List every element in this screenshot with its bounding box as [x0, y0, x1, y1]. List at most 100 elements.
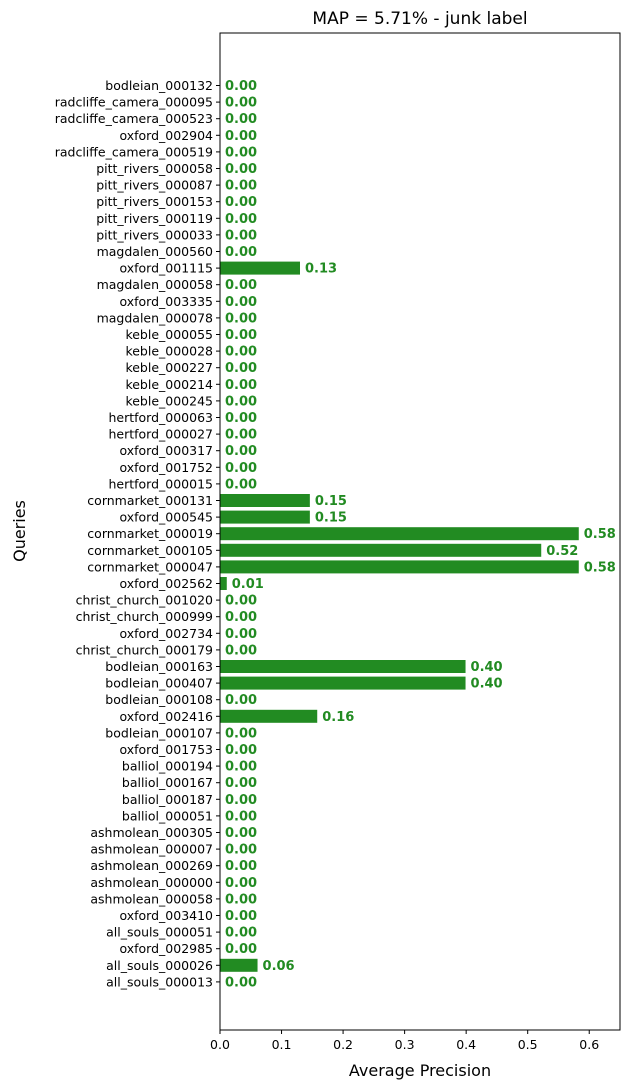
y-tick-label: all_souls_000013 — [106, 974, 213, 989]
y-tick-label: keble_000245 — [125, 393, 213, 408]
y-tick-label: ashmolean_000007 — [90, 842, 213, 857]
bar-value-label: 0.00 — [225, 776, 257, 791]
bar-value-label: 0.00 — [225, 760, 257, 775]
y-tick-label: keble_000214 — [125, 377, 213, 392]
bar-value-label: 0.00 — [225, 162, 257, 177]
y-tick-label: hertford_000027 — [108, 427, 213, 442]
y-tick-label: oxford_000545 — [119, 510, 213, 525]
bar-value-label: 0.00 — [225, 643, 257, 658]
y-tick-label: cornmarket_000047 — [87, 559, 213, 574]
bar-value-label: 0.01 — [232, 577, 264, 592]
bar-value-label: 0.00 — [225, 693, 257, 708]
bar-value-label: 0.40 — [471, 677, 503, 692]
bar-value-label: 0.06 — [263, 959, 295, 974]
y-tick-label: oxford_001115 — [119, 261, 213, 276]
y-tick-label: pitt_rivers_000087 — [96, 178, 213, 193]
y-tick-label: ashmolean_000058 — [90, 891, 213, 906]
bar-value-label: 0.15 — [315, 494, 347, 509]
bar-value-label: 0.00 — [225, 594, 257, 609]
bar-value-label: 0.00 — [225, 876, 257, 891]
y-tick-label: magdalen_000058 — [97, 277, 213, 292]
y-tick-label: magdalen_000078 — [97, 310, 213, 325]
x-tick-label: 0.4 — [456, 1037, 476, 1052]
y-tick-label: balliol_000194 — [122, 759, 213, 774]
x-tick-label: 0.3 — [395, 1037, 415, 1052]
y-tick-label: bodleian_000163 — [105, 659, 213, 674]
y-tick-label: all_souls_000051 — [106, 925, 213, 940]
y-tick-label: radcliffe_camera_000519 — [55, 144, 213, 159]
y-tick-label: cornmarket_000105 — [87, 543, 213, 558]
bar-value-label: 0.00 — [225, 843, 257, 858]
bar — [220, 543, 542, 557]
y-tick-label: keble_000055 — [125, 327, 213, 342]
y-tick-label: bodleian_000108 — [105, 692, 213, 707]
y-tick-label: bodleian_000107 — [105, 725, 213, 740]
bar-value-label: 0.16 — [322, 710, 354, 725]
y-tick-label: pitt_rivers_000058 — [96, 161, 213, 176]
bar-value-label: 0.00 — [225, 311, 257, 326]
y-axis-label: Queries — [10, 500, 29, 562]
bar-value-label: 0.00 — [225, 627, 257, 642]
bar — [220, 676, 466, 690]
y-tick-labels: bodleian_000132 radcliffe_camera_000095ra… — [55, 78, 220, 989]
bar — [220, 660, 466, 673]
x-ticks: 0.0 0.1 0.2 0.3 0.4 0.5 0.6 — [210, 1030, 599, 1052]
bar-value-label: 0.00 — [225, 228, 257, 243]
bar-value-label: 0.00 — [225, 278, 257, 293]
bar-value-label: 0.00 — [225, 179, 257, 194]
bar-value-label: 0.00 — [225, 975, 257, 990]
bar-value-label: 0.00 — [225, 743, 257, 758]
bar-value-label: 0.00 — [225, 809, 257, 824]
bar — [220, 958, 258, 972]
y-tick-label: ashmolean_000305 — [90, 825, 213, 840]
y-tick-label: keble_000227 — [125, 360, 213, 375]
bar-value-label: 0.00 — [225, 378, 257, 393]
bar — [220, 261, 300, 275]
bar-value-label: 0.00 — [225, 295, 257, 310]
y-tick-label: hertford_000063 — [108, 410, 213, 425]
y-tick-label: pitt_rivers_000033 — [96, 227, 213, 242]
x-tick-label: 0.0 — [210, 1037, 230, 1052]
bar-value-label: 0.00 — [225, 145, 257, 160]
y-tick-label: balliol_000187 — [122, 792, 213, 807]
bar-value-label: 0.00 — [225, 212, 257, 227]
bar-value-label: 0.00 — [225, 477, 257, 492]
x-tick-label: 0.6 — [579, 1037, 599, 1052]
y-tick-label: bodleian_000132 — [105, 78, 213, 93]
y-tick-label: oxford_002904 — [119, 128, 213, 143]
x-tick-label: 0.5 — [518, 1037, 538, 1052]
bar — [220, 510, 310, 524]
plot-area-frame — [219, 32, 621, 1031]
bar-value-label: 0.00 — [225, 461, 257, 476]
x-axis-label: Average Precision — [349, 1061, 491, 1080]
y-tick-label: cornmarket_000019 — [87, 526, 213, 541]
y-tick-label: christ_church_000179 — [76, 642, 213, 657]
y-tick-label: cornmarket_000131 — [87, 493, 213, 508]
y-tick-label: radcliffe_camera_000095 — [55, 95, 213, 110]
bar-value-label: 0.00 — [225, 245, 257, 260]
bar-value-label: 0.00 — [225, 195, 257, 210]
bar-value-label: 0.00 — [225, 859, 257, 874]
bar-value-label: 0.00 — [225, 428, 257, 443]
bars — [220, 261, 579, 972]
y-tick-label: pitt_rivers_000153 — [96, 194, 213, 209]
bar-value-label: 0.00 — [225, 129, 257, 144]
y-tick-label: oxford_002985 — [119, 941, 213, 956]
value-labels: 0.000.000.000.000.000.000.000.000.000.00… — [225, 79, 616, 990]
bar-value-label: 0.15 — [315, 511, 347, 526]
bar-value-label: 0.00 — [225, 926, 257, 941]
bar-value-label: 0.58 — [584, 560, 616, 575]
y-tick-label: balliol_000167 — [122, 775, 213, 790]
bar-value-label: 0.00 — [225, 909, 257, 924]
bar-value-label: 0.00 — [225, 345, 257, 360]
bar-value-label: 0.00 — [225, 793, 257, 808]
bar-value-label: 0.00 — [225, 610, 257, 625]
bar — [220, 494, 310, 507]
y-tick-label: christ_church_001020 — [76, 593, 213, 608]
bar-value-label: 0.00 — [225, 361, 257, 376]
y-tick-label: radcliffe_camera_000523 — [55, 111, 213, 126]
bar-value-label: 0.00 — [225, 726, 257, 741]
chart-title: MAP = 5.71% - junk label — [312, 9, 527, 29]
y-tick-label: christ_church_000999 — [76, 609, 213, 624]
